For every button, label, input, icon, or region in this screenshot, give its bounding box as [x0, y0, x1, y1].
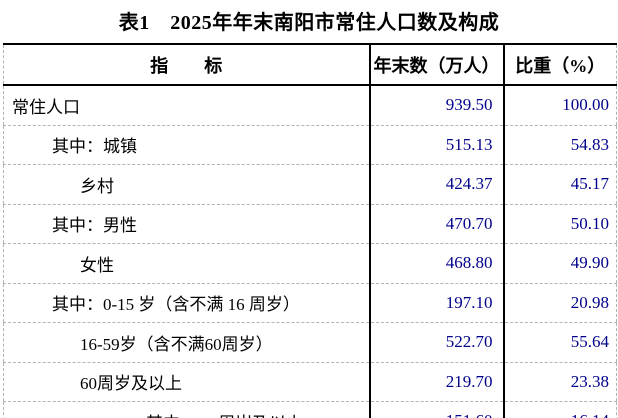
- row-share: 23.38: [503, 361, 617, 402]
- row-share: 49.90: [503, 243, 617, 283]
- row-label: 其中：0-15 岁（含不满 16 周岁）: [3, 282, 371, 323]
- row-value: 197.10: [369, 282, 505, 323]
- row-value: 515.13: [369, 124, 505, 165]
- row-value: 151.60: [369, 401, 505, 418]
- row-value: 424.37: [369, 164, 505, 204]
- table-title: 表1 2025年年末南阳市常住人口数及构成: [118, 12, 500, 34]
- table-row-male: 其中：男性 470.70 50.10: [3, 203, 617, 244]
- header-yearend-count: 年末数（万人）: [369, 44, 505, 86]
- row-share: 55.64: [503, 322, 617, 362]
- table-row-rural: 乡村 424.37 45.17: [3, 164, 617, 204]
- row-label: 其中：城镇: [3, 124, 371, 165]
- row-label: 乡村: [3, 164, 371, 204]
- table-row-female: 女性 468.80 49.90: [3, 243, 617, 283]
- row-label: 其中：65 周岁及以上: [3, 401, 371, 418]
- row-label: 16-59岁（含不满60周岁）: [3, 322, 371, 362]
- population-table: 指 标 年末数（万人） 比重（%） 常住人口 939.50 100.00 其中：…: [3, 43, 617, 418]
- table-row-age-16-59: 16-59岁（含不满60周岁） 522.70 55.64: [3, 322, 617, 362]
- table-row-urban: 其中：城镇 515.13 54.83: [3, 124, 617, 165]
- header-share: 比重（%）: [503, 44, 617, 86]
- table-header: 指 标 年末数（万人） 比重（%）: [3, 44, 617, 86]
- row-share: 54.83: [503, 124, 617, 165]
- table-row-age-0-15: 其中：0-15 岁（含不满 16 周岁） 197.10 20.98: [3, 282, 617, 323]
- table-row-age-65-plus: 其中：65 周岁及以上 151.60 16.14: [3, 401, 617, 418]
- header-row: 指 标 年末数（万人） 比重（%）: [3, 44, 617, 86]
- table-body: 常住人口 939.50 100.00 其中：城镇 515.13 54.83 乡村…: [3, 85, 617, 418]
- row-value: 470.70: [369, 203, 505, 244]
- row-share: 45.17: [503, 164, 617, 204]
- row-label: 女性: [3, 243, 371, 283]
- row-value: 468.80: [369, 243, 505, 283]
- row-share: 50.10: [503, 203, 617, 244]
- row-value: 939.50: [369, 85, 505, 125]
- row-share: 16.14: [503, 401, 617, 418]
- table-row-resident-population: 常住人口 939.50 100.00: [3, 85, 617, 125]
- row-label: 其中：男性: [3, 203, 371, 244]
- header-indicator: 指 标: [3, 44, 371, 86]
- row-share: 20.98: [503, 282, 617, 323]
- table-row-age-60-plus: 60周岁及以上 219.70 23.38: [3, 361, 617, 402]
- row-label: 60周岁及以上: [3, 361, 371, 402]
- row-value: 219.70: [369, 361, 505, 402]
- row-label: 常住人口: [3, 85, 371, 125]
- row-share: 100.00: [562, 95, 609, 115]
- row-value: 522.70: [369, 322, 505, 362]
